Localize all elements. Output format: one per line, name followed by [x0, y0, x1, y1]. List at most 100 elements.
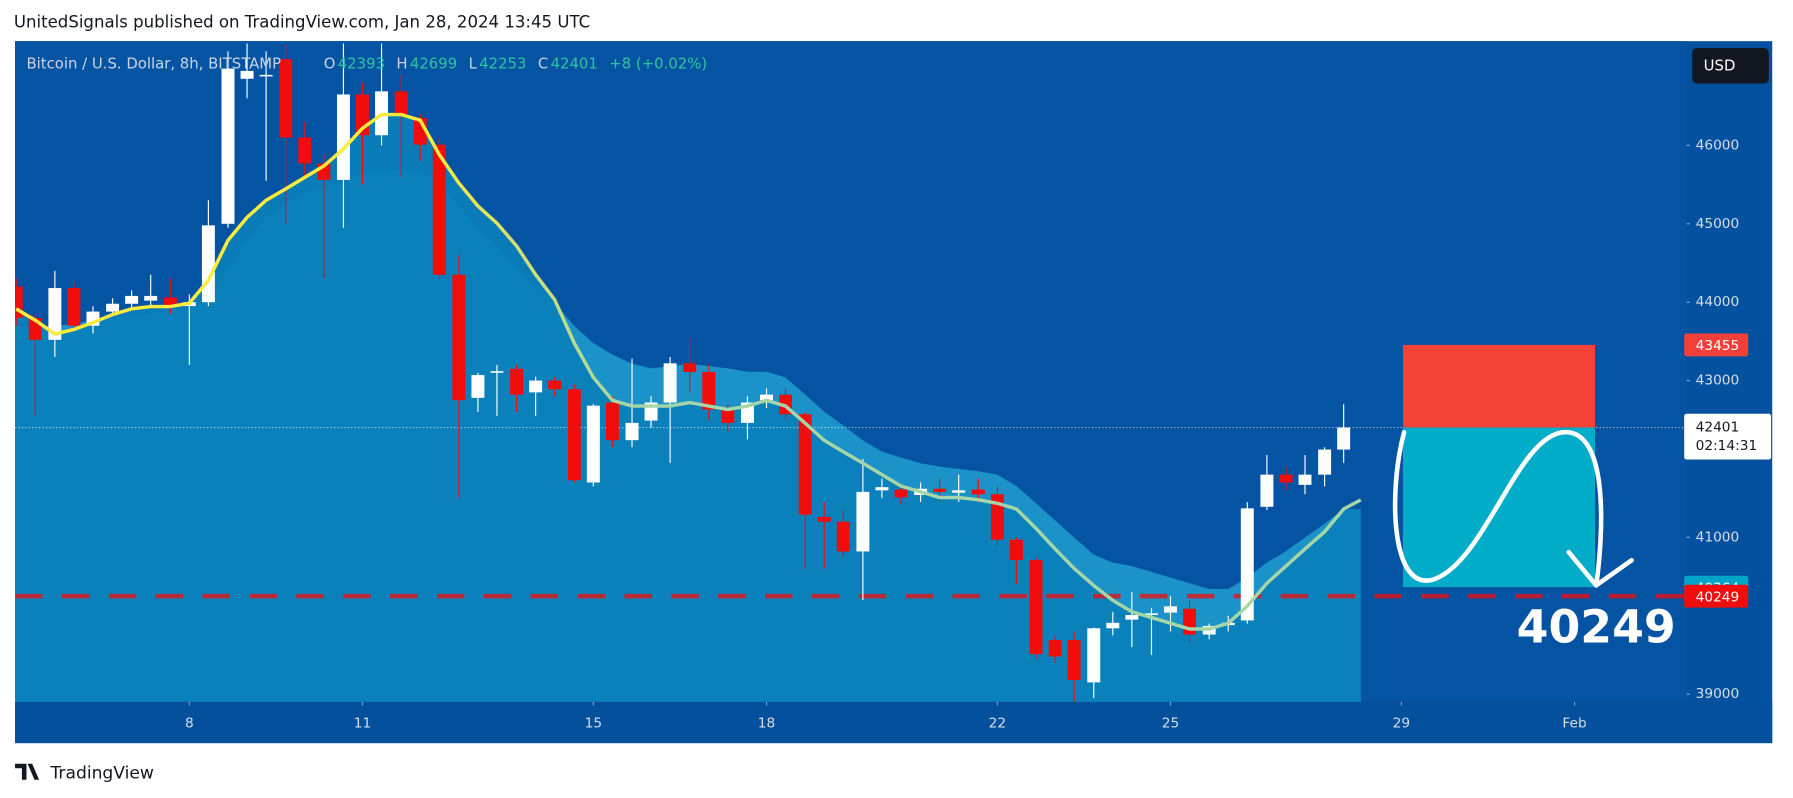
footer-logo: TradingView — [15, 764, 154, 784]
candle-body — [163, 297, 177, 307]
y-tick-label: 44000 — [1696, 294, 1740, 310]
currency-label: USD — [1704, 56, 1736, 74]
ma-area — [15, 114, 1361, 702]
candle-body — [1279, 474, 1293, 483]
candle-body — [471, 375, 485, 398]
candle-body — [510, 368, 524, 395]
overlay: 40249 8 11 15 18 22 25 29 Feb 39000 41000 43000 4400… — [15, 48, 1773, 744]
x-tick-label: 15 — [585, 716, 602, 732]
candle-body — [432, 144, 446, 275]
candle-body — [1067, 640, 1081, 681]
logo-icon — [15, 763, 40, 780]
level-label: 40249 — [1696, 589, 1740, 605]
candle-body — [548, 380, 562, 390]
candle-body — [279, 59, 293, 138]
candle-body — [394, 91, 408, 115]
candle-body — [1144, 613, 1158, 615]
candle-body — [1125, 614, 1139, 620]
candle-body — [567, 389, 581, 481]
x-tick-label: 25 — [1162, 716, 1179, 732]
candle-body — [1240, 508, 1254, 621]
candle-body — [663, 363, 677, 403]
candle-body — [836, 521, 850, 552]
candle-body — [259, 74, 273, 77]
x-tick-label: 11 — [354, 716, 371, 732]
candle-body — [1048, 640, 1062, 657]
candle-body — [529, 380, 543, 393]
x-tick-label: 29 — [1393, 716, 1410, 732]
header: UnitedSignals published on TradingView.c… — [14, 12, 590, 31]
x-axis-bg — [15, 701, 1773, 744]
candle-body — [240, 70, 254, 79]
candle-body — [760, 394, 773, 401]
x-tick-label: 22 — [989, 716, 1006, 732]
candle-body — [875, 487, 889, 491]
candle-body — [625, 422, 639, 441]
candle-body — [1106, 622, 1120, 629]
candle-body — [856, 491, 870, 552]
drawn-arrowhead — [1566, 549, 1634, 588]
y-tick-label: 41000 — [1696, 529, 1740, 545]
currency-button-bg — [1692, 48, 1769, 84]
candle-body — [125, 295, 139, 304]
candle-body — [201, 225, 215, 303]
candle-body — [1298, 474, 1312, 485]
legend-symbol: Bitcoin / U.S. Dollar, 8h, BITSTAMP — [26, 55, 281, 73]
level-label-bg — [1684, 584, 1749, 608]
candle-body — [586, 405, 600, 483]
currency-button[interactable]: USD — [1692, 48, 1769, 84]
price-label-bg — [1684, 413, 1772, 460]
candle-body — [1029, 560, 1043, 655]
candle-body — [336, 94, 350, 180]
price-label: 42401 — [1696, 420, 1740, 436]
drawn-curve — [1392, 429, 1604, 588]
y-tick-label: 46000 — [1696, 137, 1740, 153]
legend-field-value: 42253 — [479, 55, 526, 73]
x-tick-label: 18 — [758, 716, 775, 732]
y-tick-label: 45000 — [1696, 216, 1740, 232]
candle-body — [490, 371, 504, 373]
candle-body — [144, 295, 158, 301]
ma-line — [15, 112, 1362, 631]
candle-body — [1164, 606, 1177, 613]
countdown-label: 02:14:31 — [1696, 438, 1758, 454]
candle-body — [605, 402, 619, 441]
candle-body — [971, 489, 985, 495]
candle-body — [1087, 628, 1101, 683]
candle-body — [298, 137, 312, 164]
candle-body — [894, 489, 908, 498]
candle-body — [67, 288, 81, 326]
candle-body — [683, 363, 697, 372]
candle-body — [106, 303, 120, 312]
footer-text: TradingView — [49, 764, 153, 784]
candle-body — [221, 68, 235, 224]
legend-field-label: O — [324, 55, 336, 73]
candle-body — [952, 490, 966, 493]
candle-body — [1318, 449, 1332, 475]
plot — [15, 43, 1687, 702]
candle-body — [933, 488, 947, 492]
candle-body — [1337, 427, 1351, 450]
candle-body — [702, 371, 716, 410]
y-tick-label: 43000 — [1696, 373, 1740, 389]
candle-body — [817, 516, 831, 522]
candle-body — [15, 286, 23, 318]
candle-body — [48, 288, 62, 340]
candle-body — [798, 414, 812, 515]
legend-field-value: 42401 — [551, 55, 598, 73]
legend-field-value: 42699 — [410, 55, 457, 73]
x-tick-label: 8 — [185, 716, 194, 732]
candle-body — [452, 274, 466, 401]
level-label-bg — [1684, 333, 1749, 357]
legend-field-label: H — [396, 55, 407, 73]
legend-field-label: C — [538, 55, 548, 73]
level-label: 43455 — [1696, 338, 1740, 354]
legend-field-value: 42393 — [338, 55, 385, 73]
stop-zone — [1402, 344, 1596, 428]
candle-body — [721, 409, 735, 423]
candle-body — [1009, 539, 1023, 561]
x-tick-label: Feb — [1562, 716, 1586, 732]
legend-field-label: L — [469, 55, 478, 73]
